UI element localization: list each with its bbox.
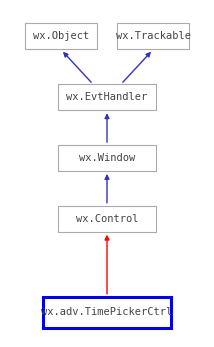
Text: wx.adv.TimePickerCtrl: wx.adv.TimePickerCtrl xyxy=(41,307,173,317)
FancyBboxPatch shape xyxy=(58,145,156,171)
Text: wx.Object: wx.Object xyxy=(33,32,89,41)
Text: wx.EvtHandler: wx.EvtHandler xyxy=(66,92,148,102)
FancyBboxPatch shape xyxy=(43,297,171,328)
FancyBboxPatch shape xyxy=(117,24,189,50)
Text: wx.Window: wx.Window xyxy=(79,153,135,163)
FancyBboxPatch shape xyxy=(58,205,156,232)
Text: wx.Trackable: wx.Trackable xyxy=(116,32,190,41)
FancyBboxPatch shape xyxy=(58,84,156,110)
FancyBboxPatch shape xyxy=(25,24,97,50)
Text: wx.Control: wx.Control xyxy=(76,214,138,223)
